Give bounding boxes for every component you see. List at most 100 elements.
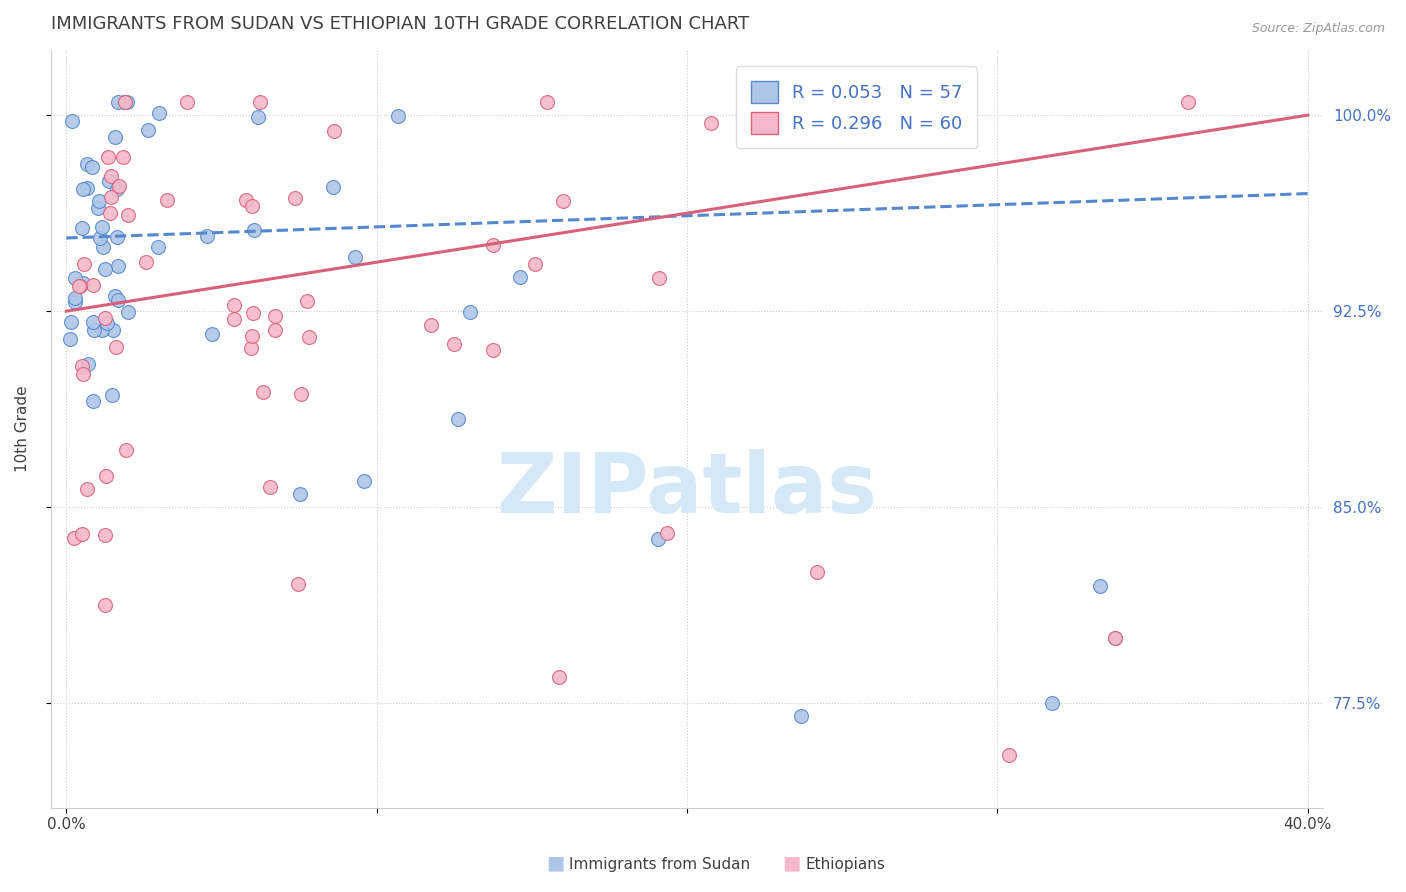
Point xyxy=(69,278,91,293)
Point xyxy=(699,116,721,130)
Point xyxy=(114,95,136,109)
Point xyxy=(107,293,129,307)
Point xyxy=(82,315,104,329)
Point xyxy=(290,386,312,401)
Point xyxy=(242,329,264,343)
Point xyxy=(647,532,669,546)
Point xyxy=(94,528,117,542)
Point xyxy=(76,357,98,371)
Point xyxy=(59,332,82,346)
Text: ■: ■ xyxy=(546,854,565,872)
Point xyxy=(1088,578,1111,592)
Point xyxy=(138,122,160,136)
Point xyxy=(235,193,257,207)
Point xyxy=(97,150,120,164)
Point xyxy=(67,279,90,293)
Point xyxy=(76,482,98,496)
Point xyxy=(105,229,128,244)
Point xyxy=(242,306,264,320)
Point xyxy=(70,359,93,374)
Point xyxy=(176,95,198,109)
Point xyxy=(1177,95,1199,109)
Point xyxy=(135,255,157,269)
Point xyxy=(100,387,122,401)
Point xyxy=(83,323,105,337)
Point xyxy=(98,206,121,220)
Point xyxy=(252,384,274,399)
Point xyxy=(1104,631,1126,645)
Text: ZIPatlas: ZIPatlas xyxy=(496,449,877,530)
Point xyxy=(284,190,307,204)
Point xyxy=(89,231,111,245)
Point xyxy=(104,129,127,144)
Point xyxy=(72,277,94,291)
Point xyxy=(240,199,263,213)
Point xyxy=(482,237,505,252)
Point xyxy=(98,174,121,188)
Point xyxy=(323,124,346,138)
Point xyxy=(146,240,169,254)
Point xyxy=(509,269,531,284)
Point xyxy=(200,326,222,341)
Point xyxy=(657,526,679,541)
Point xyxy=(107,95,129,109)
Point xyxy=(111,150,134,164)
Point xyxy=(117,304,139,318)
Text: Source: ZipAtlas.com: Source: ZipAtlas.com xyxy=(1251,22,1385,36)
Point xyxy=(104,289,127,303)
Point xyxy=(87,194,110,208)
Point xyxy=(91,323,114,337)
Point xyxy=(524,257,547,271)
Text: ■: ■ xyxy=(782,854,801,872)
Point xyxy=(115,443,138,458)
Point xyxy=(224,311,246,326)
Legend: R = 0.053   N = 57, R = 0.296   N = 60: R = 0.053 N = 57, R = 0.296 N = 60 xyxy=(737,66,977,148)
Point xyxy=(96,316,118,330)
Point xyxy=(87,201,110,215)
Point xyxy=(100,169,122,184)
Point xyxy=(72,182,94,196)
Point xyxy=(63,270,86,285)
Point xyxy=(806,566,828,580)
Point xyxy=(70,221,93,235)
Point xyxy=(91,219,114,234)
Point xyxy=(553,194,575,209)
Point xyxy=(648,270,671,285)
Point xyxy=(115,95,138,109)
Point xyxy=(288,487,311,501)
Point xyxy=(60,315,83,329)
Point xyxy=(94,469,117,483)
Point xyxy=(419,318,441,332)
Point xyxy=(107,182,129,196)
Point xyxy=(91,240,114,254)
Point xyxy=(94,598,117,612)
Point xyxy=(240,341,263,355)
Point xyxy=(82,394,104,409)
Point xyxy=(72,367,94,381)
Point xyxy=(73,257,96,271)
Point xyxy=(443,337,465,351)
Point xyxy=(76,157,98,171)
Point xyxy=(60,114,83,128)
Text: IMMIGRANTS FROM SUDAN VS ETHIOPIAN 10TH GRADE CORRELATION CHART: IMMIGRANTS FROM SUDAN VS ETHIOPIAN 10TH … xyxy=(51,15,749,33)
Point xyxy=(1040,696,1063,710)
Point xyxy=(63,292,86,306)
Point xyxy=(156,194,179,208)
Point xyxy=(103,323,125,337)
Point xyxy=(264,323,287,337)
Point xyxy=(298,330,321,344)
Point xyxy=(63,532,86,546)
Point xyxy=(343,250,366,264)
Point xyxy=(997,748,1019,763)
Point xyxy=(789,709,811,723)
Point xyxy=(107,259,129,273)
Point xyxy=(94,311,117,326)
Point xyxy=(353,474,375,488)
Point xyxy=(834,99,856,113)
Point xyxy=(460,305,482,319)
Point xyxy=(249,95,271,109)
Point xyxy=(1104,631,1126,645)
Point xyxy=(100,190,122,204)
Point xyxy=(222,298,245,312)
Point xyxy=(242,223,264,237)
